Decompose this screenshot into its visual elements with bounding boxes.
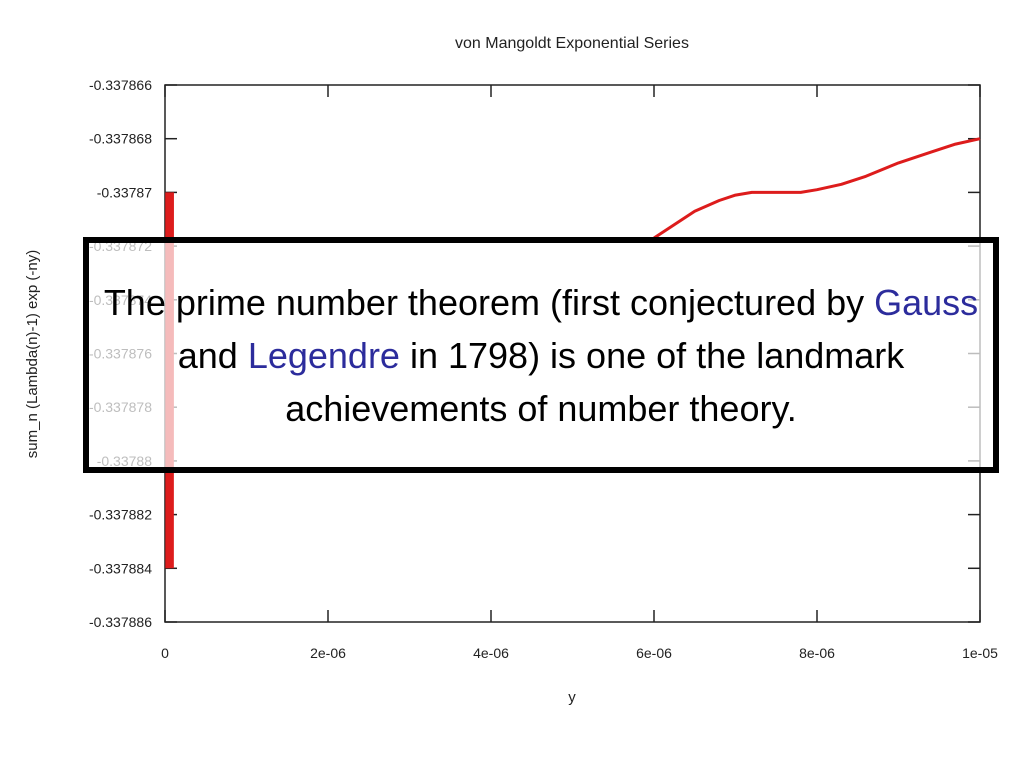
y-tick-label: -0.337886 [89, 614, 152, 630]
callout-text: The prime number theorem (first conjectu… [89, 276, 993, 435]
series-oscillation [165, 192, 174, 569]
legendre-link[interactable]: Legendre [247, 334, 400, 376]
y-tick-label: -0.337882 [89, 507, 152, 523]
callout-text-mid: and [177, 334, 248, 376]
y-tick-label: -0.33787 [97, 184, 152, 200]
callout-text-after: in 1798) is one of the landmark achievem… [285, 334, 905, 429]
series-line [653, 137, 981, 240]
theorem-callout: The prime number theorem (first conjectu… [83, 237, 999, 473]
y-axis-label: sum_n (Lambda(n)-1) exp (-ny) [24, 250, 41, 458]
series-group [165, 137, 981, 569]
chart-title: von Mangoldt Exponential Series [455, 35, 689, 52]
y-tick-label: -0.337868 [89, 131, 152, 147]
x-axis: 0 2e-06 4e-06 6e-06 8e-06 1e-05 [161, 85, 998, 661]
callout-text-before: The prime number theorem (first conjectu… [103, 281, 875, 323]
y-tick-label: -0.337866 [89, 77, 152, 93]
x-tick-label: 6e-06 [636, 645, 672, 661]
x-axis-label: y [568, 689, 576, 706]
x-tick-label: 1e-05 [962, 645, 998, 661]
gauss-link[interactable]: Gauss [874, 281, 979, 323]
y-tick-label: -0.337884 [89, 560, 152, 576]
x-tick-label: 2e-06 [310, 645, 346, 661]
x-tick-label: 8e-06 [799, 645, 835, 661]
x-tick-label: 4e-06 [473, 645, 509, 661]
x-tick-label: 0 [161, 645, 169, 661]
